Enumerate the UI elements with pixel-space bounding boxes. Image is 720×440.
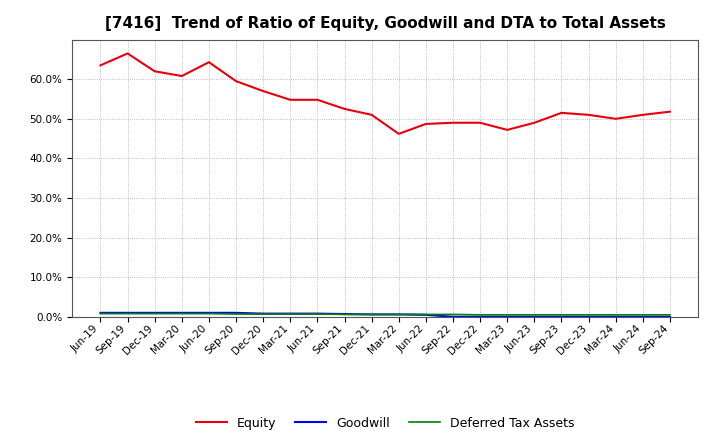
Equity xyxy=(178,73,186,79)
Goodwill xyxy=(476,314,485,319)
Goodwill xyxy=(557,314,566,319)
Goodwill xyxy=(123,310,132,315)
Equity xyxy=(611,116,620,121)
Equity xyxy=(123,51,132,56)
Deferred Tax Assets xyxy=(530,312,539,317)
Deferred Tax Assets xyxy=(259,312,268,317)
Equity xyxy=(150,69,159,74)
Deferred Tax Assets xyxy=(150,311,159,316)
Equity xyxy=(584,112,593,117)
Deferred Tax Assets xyxy=(639,312,647,317)
Deferred Tax Assets xyxy=(557,312,566,317)
Goodwill xyxy=(232,310,240,315)
Goodwill xyxy=(639,314,647,319)
Deferred Tax Assets xyxy=(123,311,132,316)
Goodwill xyxy=(259,311,268,316)
Deferred Tax Assets xyxy=(584,312,593,317)
Goodwill xyxy=(665,314,674,319)
Equity xyxy=(96,62,105,68)
Deferred Tax Assets xyxy=(421,312,430,317)
Equity xyxy=(259,88,268,94)
Legend: Equity, Goodwill, Deferred Tax Assets: Equity, Goodwill, Deferred Tax Assets xyxy=(191,412,580,435)
Deferred Tax Assets xyxy=(367,312,376,317)
Goodwill xyxy=(286,311,294,316)
Title: [7416]  Trend of Ratio of Equity, Goodwill and DTA to Total Assets: [7416] Trend of Ratio of Equity, Goodwil… xyxy=(105,16,665,32)
Deferred Tax Assets xyxy=(476,312,485,317)
Deferred Tax Assets xyxy=(286,312,294,317)
Goodwill xyxy=(178,310,186,315)
Goodwill xyxy=(421,312,430,317)
Goodwill xyxy=(341,312,349,317)
Equity xyxy=(503,127,511,132)
Goodwill xyxy=(96,310,105,315)
Equity xyxy=(449,120,457,125)
Deferred Tax Assets xyxy=(503,312,511,317)
Goodwill xyxy=(204,310,213,315)
Deferred Tax Assets xyxy=(395,312,403,317)
Equity xyxy=(530,120,539,125)
Goodwill xyxy=(530,314,539,319)
Goodwill xyxy=(584,314,593,319)
Deferred Tax Assets xyxy=(96,311,105,316)
Deferred Tax Assets xyxy=(665,312,674,317)
Equity xyxy=(232,78,240,84)
Equity xyxy=(313,97,322,103)
Deferred Tax Assets xyxy=(204,311,213,316)
Equity xyxy=(367,112,376,117)
Equity xyxy=(341,106,349,111)
Deferred Tax Assets xyxy=(232,312,240,317)
Equity xyxy=(665,109,674,114)
Equity xyxy=(557,110,566,115)
Goodwill xyxy=(150,310,159,315)
Goodwill xyxy=(395,312,403,317)
Equity xyxy=(639,112,647,117)
Equity xyxy=(421,121,430,127)
Goodwill xyxy=(611,314,620,319)
Goodwill xyxy=(503,314,511,319)
Equity xyxy=(476,120,485,125)
Deferred Tax Assets xyxy=(341,312,349,317)
Goodwill xyxy=(449,314,457,319)
Equity xyxy=(395,131,403,136)
Equity xyxy=(204,59,213,65)
Line: Equity: Equity xyxy=(101,53,670,134)
Deferred Tax Assets xyxy=(449,312,457,317)
Deferred Tax Assets xyxy=(313,312,322,317)
Line: Goodwill: Goodwill xyxy=(101,313,670,317)
Line: Deferred Tax Assets: Deferred Tax Assets xyxy=(101,314,670,315)
Deferred Tax Assets xyxy=(178,311,186,316)
Equity xyxy=(286,97,294,103)
Goodwill xyxy=(313,311,322,316)
Goodwill xyxy=(367,312,376,317)
Deferred Tax Assets xyxy=(611,312,620,317)
